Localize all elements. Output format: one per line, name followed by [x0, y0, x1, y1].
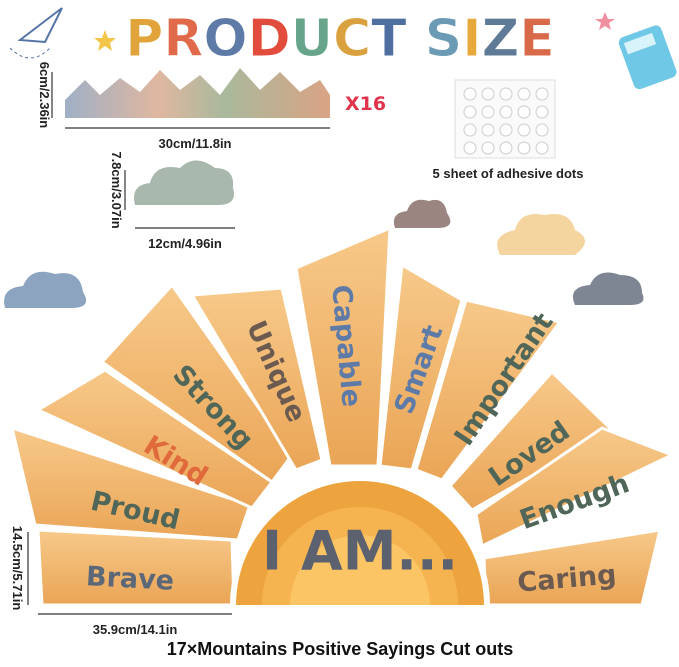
adhesive-dot [499, 123, 513, 137]
adhesive-dot [535, 87, 549, 101]
adhesive-dot [463, 141, 477, 155]
sun-ray [414, 298, 563, 482]
adhesive-dot [481, 123, 495, 137]
clouds [4, 160, 644, 308]
adhesive-dot [499, 105, 513, 119]
caption: 17×Mountains Positive Sayings Cut outs [167, 639, 514, 659]
dim-label: 7.8cm/3.07in [109, 151, 124, 228]
dim-label: 12cm/4.96in [148, 236, 222, 251]
adhesive-dot [517, 105, 531, 119]
mountain-strip [65, 68, 330, 118]
adhesive-dot [463, 87, 477, 101]
title: PRODUCT SIZE [125, 9, 555, 69]
ray-word: Brave [85, 561, 175, 597]
sun-ray [447, 369, 615, 512]
sun-ray [294, 225, 392, 468]
sun-ray [378, 262, 464, 472]
adhesive-dot [499, 141, 513, 155]
adhesive-dot [481, 87, 495, 101]
sun-ray [474, 426, 676, 549]
adhesive-dot [517, 123, 531, 137]
adhesive-dot [517, 141, 531, 155]
dim-label: 14.5cm/5.71in [10, 526, 25, 611]
dim-label: 6cm/2.36in [37, 62, 52, 129]
adhesive-dot [481, 105, 495, 119]
adhesive-dot [535, 141, 549, 155]
adhesive-dot [535, 105, 549, 119]
sun-center-text: I AM... [262, 520, 458, 583]
adhesive-dot [463, 123, 477, 137]
adhesive-dot [517, 87, 531, 101]
adhesive-dots [463, 87, 549, 155]
decor [9, 7, 677, 90]
quantity: X16 [345, 93, 386, 115]
adhesive-label: 5 sheet of adhesive dots [433, 166, 584, 181]
dim-label: 35.9cm/14.1in [93, 622, 178, 637]
adhesive-dot [481, 141, 495, 155]
sun-ray [9, 425, 252, 542]
sun [230, 475, 490, 605]
sun-ray [189, 286, 324, 472]
adhesive-dot [535, 123, 549, 137]
adhesive-dot [499, 87, 513, 101]
adhesive-dot [463, 105, 477, 119]
dim-label: 30cm/11.8in [159, 136, 232, 151]
